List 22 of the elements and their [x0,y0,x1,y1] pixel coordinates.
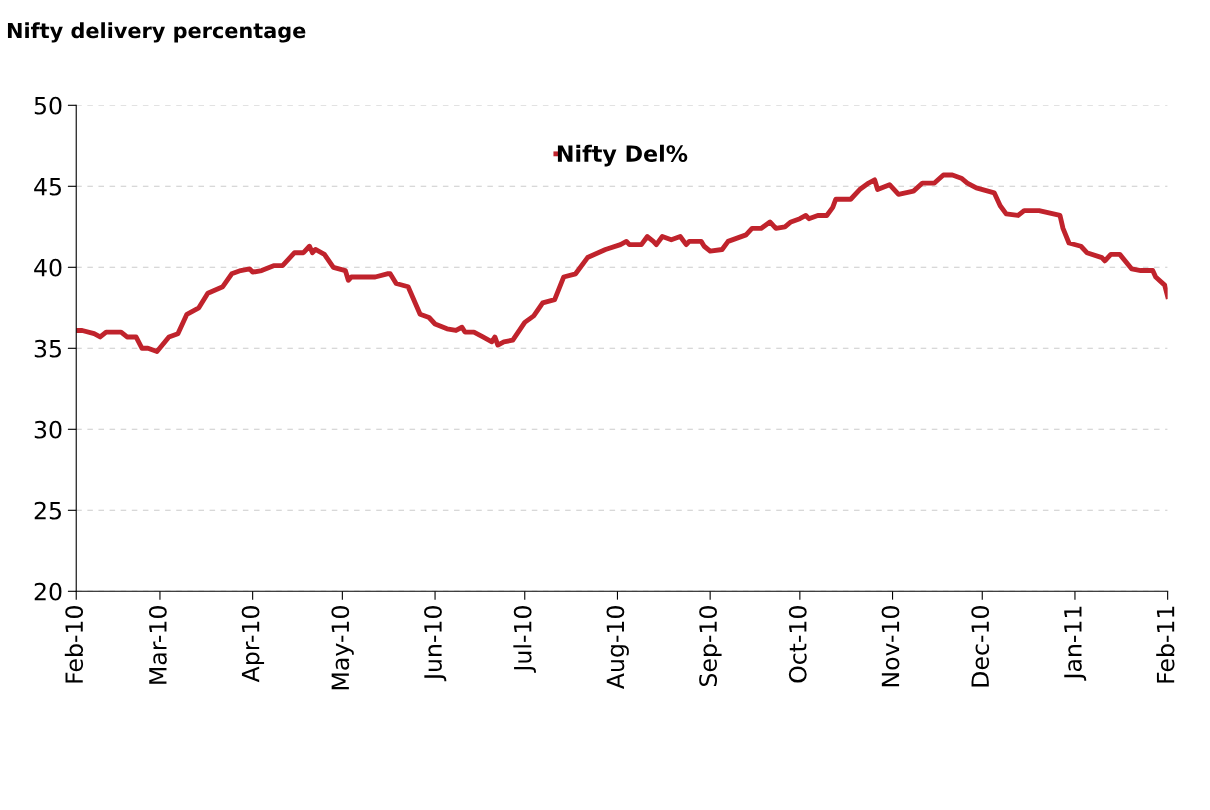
x-tick-label: Apr-10 [241,606,265,683]
y-tick-label: 25 [34,501,61,520]
x-tick-label: Aug-10 [606,606,629,689]
x-tick-label: Oct-10 [788,606,807,683]
x-tick-label: May-10 [331,606,354,690]
y-tick-label: 30 [34,420,62,439]
x-tick-label: Nov-10 [881,606,900,687]
x-tick-label: Jan-11 [1064,606,1087,681]
y-tick-label: 45 [34,178,61,196]
chart-title: Nifty delivery percentage [7,22,306,43]
y-tick-label: 35 [34,339,61,358]
x-tick-label: Mar-10 [148,606,167,684]
y-tick-label: 20 [34,582,62,601]
x-tick-label: Feb-11 [1156,606,1175,683]
x-tick-label: Sep-10 [699,606,722,687]
x-tick-label: Dec-10 [971,606,990,687]
x-tick-label: Feb-10 [64,606,84,683]
y-tick-label: 50 [34,96,62,115]
x-tick-label: Jul-10 [513,606,536,673]
legend-label: Nifty Del% [557,144,688,167]
y-tick-label: 40 [34,258,62,277]
x-tick-label: Jun-10 [424,606,447,682]
